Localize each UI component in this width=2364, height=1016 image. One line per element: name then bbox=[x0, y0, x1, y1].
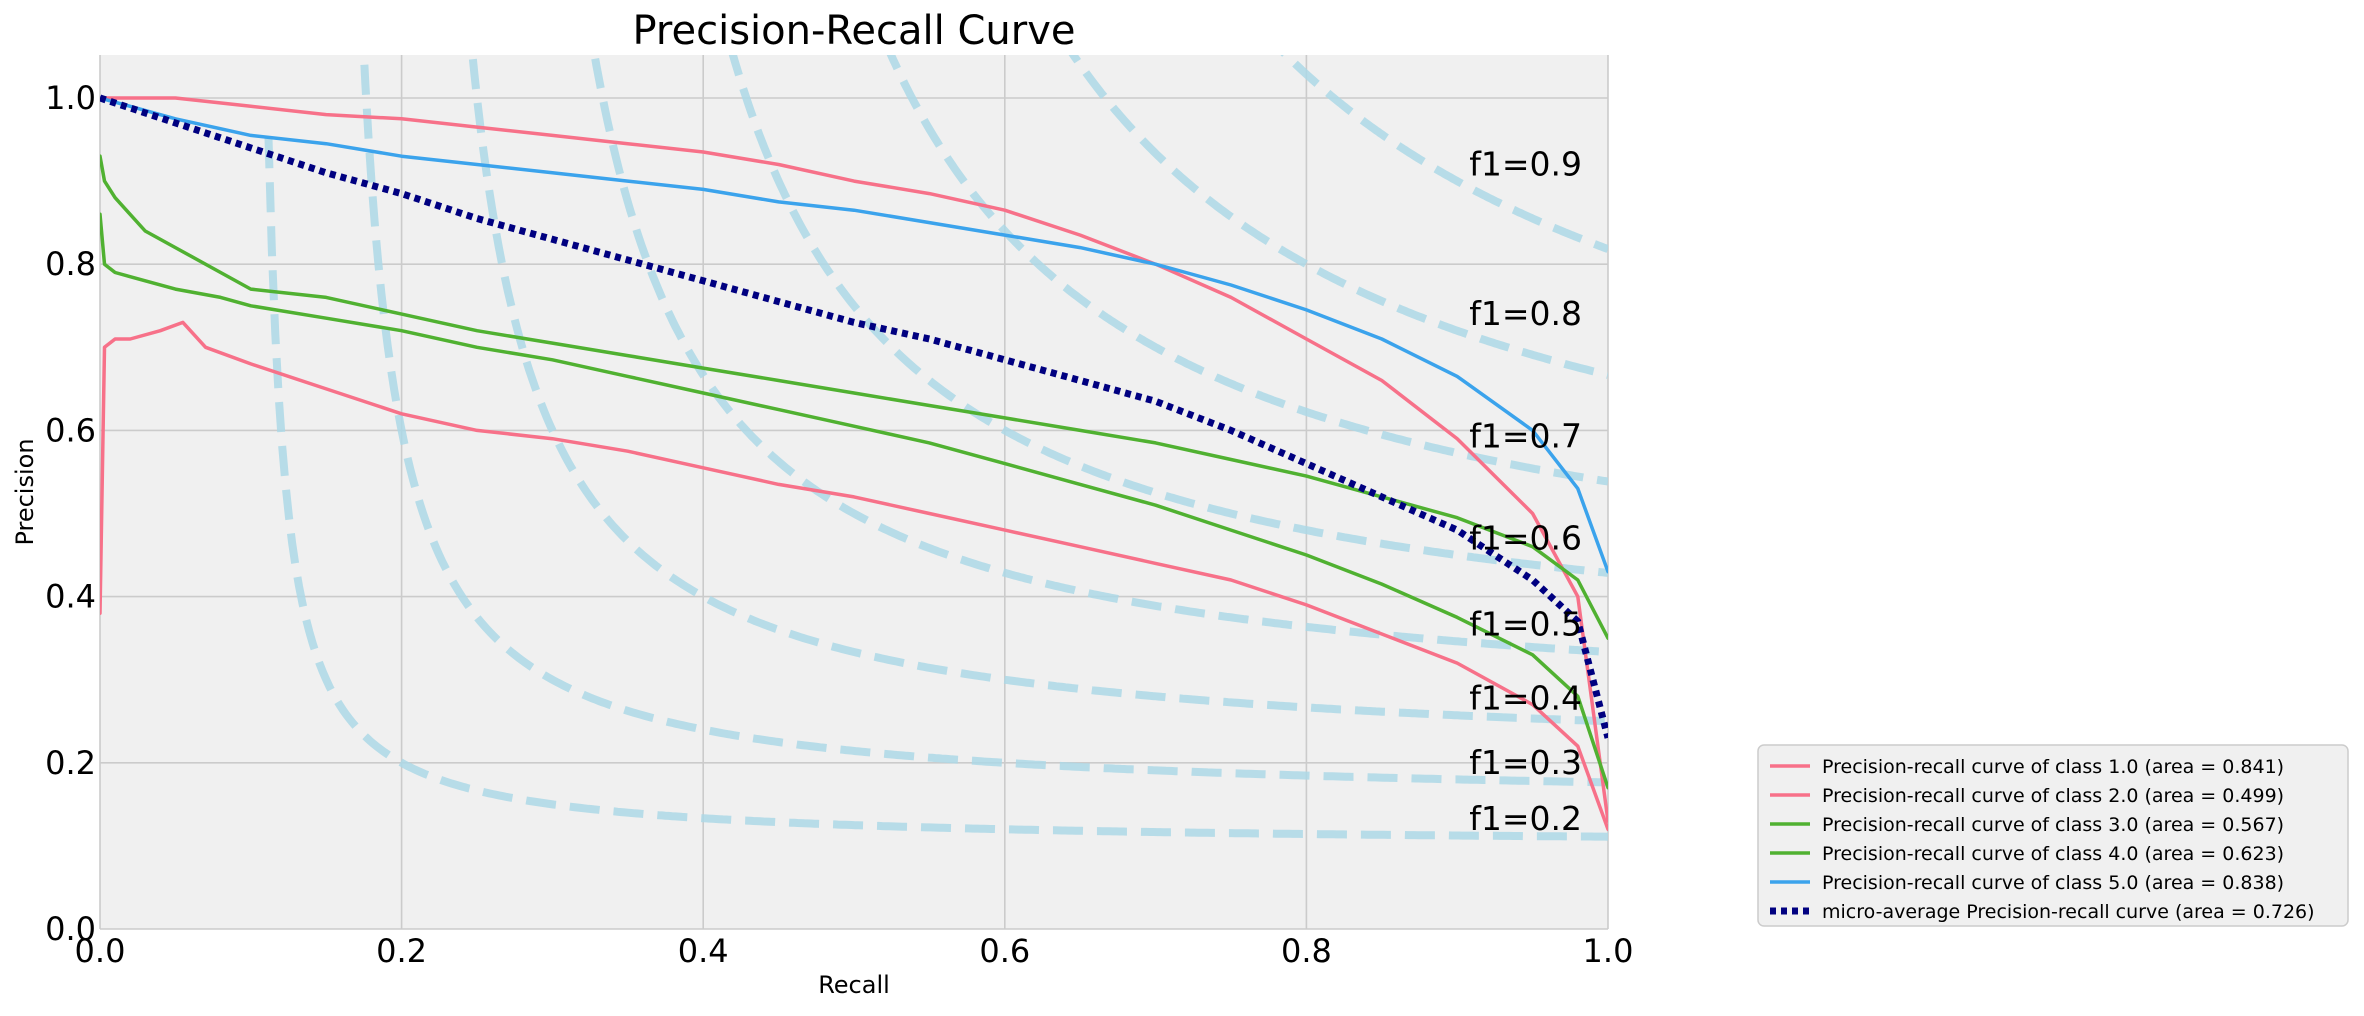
y-tick-label: 0.8 bbox=[45, 245, 96, 283]
iso-f1-curve bbox=[264, 138, 1608, 841]
iso-f1-curve bbox=[728, 55, 1608, 577]
iso-f1-curve bbox=[1280, 55, 1608, 253]
iso-f1-label: f1=0.7 bbox=[1469, 416, 1582, 455]
plot-background bbox=[100, 55, 1608, 929]
iso-f1-label: f1=0.6 bbox=[1469, 518, 1582, 557]
legend-label: Precision-recall curve of class 4.0 (are… bbox=[1822, 843, 2284, 865]
y-tick-label: 0.6 bbox=[45, 411, 96, 449]
pr-curves bbox=[100, 94, 1608, 832]
iso-f1-label: f1=0.4 bbox=[1469, 679, 1582, 718]
iso-f1-label: f1=0.3 bbox=[1469, 743, 1582, 782]
legend-label: Precision-recall curve of class 3.0 (are… bbox=[1822, 814, 2284, 836]
iso-f1-label: f1=0.8 bbox=[1469, 294, 1582, 333]
x-tick-label: 0.0 bbox=[75, 932, 126, 970]
pr-curve-series-2 bbox=[100, 320, 1608, 832]
axis-ticks: 0.0 0.2 0.4 0.6 0.8 1.0 0.0 0.2 0.4 0.6 0.8 1.0 bbox=[45, 79, 1633, 970]
x-tick-label: 1.0 bbox=[1583, 932, 1634, 970]
x-tick-label: 0.8 bbox=[1281, 932, 1332, 970]
pr-curve-series-1 bbox=[100, 96, 1608, 823]
iso-f1-curve bbox=[359, 55, 1608, 787]
y-tick-label: 0.0 bbox=[45, 910, 96, 948]
x-axis-label: Recall bbox=[818, 971, 890, 999]
iso-f1-label: f1=0.9 bbox=[1469, 144, 1582, 183]
legend-frame bbox=[1757, 744, 2349, 927]
x-tick-label: 0.4 bbox=[678, 932, 729, 970]
iso-f1-curve bbox=[468, 55, 1608, 726]
pr-curve-series-6 bbox=[100, 94, 1608, 739]
legend-label: Precision-recall curve of class 1.0 (are… bbox=[1822, 756, 2284, 778]
legend: Precision-recall curve of class 1.0 (are… bbox=[1757, 744, 2349, 927]
iso-f1-labels: f1=0.2 f1=0.3 f1=0.4 f1=0.5 f1=0.6 f1=0.7 f1=0… bbox=[1469, 144, 1582, 837]
y-tick-label: 0.4 bbox=[45, 578, 96, 616]
iso-f1-curve bbox=[590, 55, 1608, 656]
iso-f1-label: f1=0.2 bbox=[1469, 799, 1582, 838]
iso-f1-curve bbox=[1068, 55, 1608, 379]
x-tick-label: 0.2 bbox=[376, 932, 427, 970]
legend-label: Precision-recall curve of class 2.0 (are… bbox=[1822, 785, 2284, 807]
legend-label: Precision-recall curve of class 5.0 (are… bbox=[1822, 872, 2284, 894]
pr-curve-series-3 bbox=[100, 212, 1608, 790]
y-tick-label: 1.0 bbox=[45, 79, 96, 117]
iso-f1-curve bbox=[886, 55, 1608, 486]
y-axis-label: Precision bbox=[11, 438, 39, 545]
x-tick-label: 0.6 bbox=[979, 932, 1030, 970]
chart-title: Precision-Recall Curve bbox=[633, 8, 1076, 54]
y-tick-label: 0.2 bbox=[45, 744, 96, 782]
iso-f1-curves bbox=[264, 55, 1608, 841]
legend-label: micro-average Precision-recall curve (ar… bbox=[1822, 901, 2315, 923]
pr-curve-series-5 bbox=[100, 96, 1608, 574]
iso-f1-label: f1=0.5 bbox=[1469, 605, 1582, 644]
